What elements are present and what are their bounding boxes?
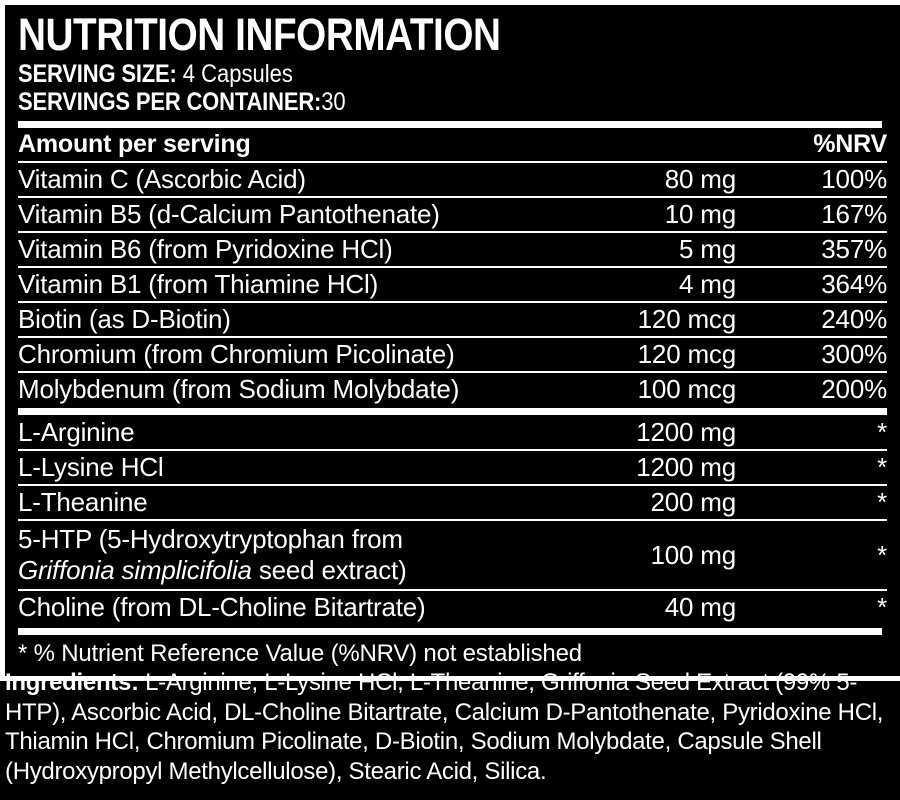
nutrient-name: Vitamin B1 (from Thiamine HCl) xyxy=(18,269,379,299)
nutrient-name: Choline (from DL-Choline Bitartrate) xyxy=(18,592,426,622)
table-row: L-Theanine 200 mg * xyxy=(18,486,887,519)
divider-under-header xyxy=(18,161,887,163)
nutrient-name: L-Theanine xyxy=(18,487,148,517)
table-row: Molybdenum (from Sodium Molybdate) 100 m… xyxy=(18,373,887,406)
serving-size-value: 4 Capsules xyxy=(182,60,293,88)
nutrient-nrv: 200% xyxy=(821,374,887,404)
ingredients-label: Ingredients: xyxy=(5,669,139,696)
table-row: Chromium (from Chromium Picolinate) 120 … xyxy=(18,338,887,371)
divider-thick-group xyxy=(18,406,887,416)
ingredients-section: Ingredients: L-Arginine, L-Lysine HCl, L… xyxy=(5,668,895,786)
nutrient-amount: 120 mcg xyxy=(637,304,737,334)
nutrient-amount: 1200 mg xyxy=(636,452,736,482)
nutrient-amount: 4 mg xyxy=(678,269,736,299)
nutrient-name: L-Lysine HCl xyxy=(18,452,164,482)
nutrient-name: Biotin (as D-Biotin) xyxy=(18,304,231,334)
table-row: 5-HTP (5-Hydroxytryptophan from Griffoni… xyxy=(18,521,887,589)
column-header-nrv: %NRV xyxy=(813,130,887,158)
servings-per-container-line: SERVINGS PER CONTAINER:30 xyxy=(18,88,778,116)
nutrition-table: Amount per serving %NRV Vitamin C (Ascor… xyxy=(18,128,887,624)
nutrient-name: Vitamin B6 (from Pyridoxine HCl) xyxy=(18,234,393,264)
row-divider xyxy=(18,301,887,303)
nutrient-nrv: * xyxy=(877,539,887,570)
serving-size-line: SERVING SIZE: 4 Capsules xyxy=(18,60,778,88)
servings-per-container-value: 30 xyxy=(321,88,346,116)
nutrient-amount: 120 mcg xyxy=(637,339,737,369)
nutrient-nrv: 300% xyxy=(821,339,887,369)
divider-thick-bottom xyxy=(18,628,882,635)
nutrient-name: Vitamin B5 (d-Calcium Pantothenate) xyxy=(18,199,440,229)
nutrient-nrv: 240% xyxy=(821,304,887,334)
nutrient-nrv: 357% xyxy=(821,234,887,264)
nutrient-amount: 100 mg xyxy=(650,539,736,570)
nutrient-name: L-Arginine xyxy=(18,417,135,447)
table-row: Biotin (as D-Biotin) 120 mcg 240% xyxy=(18,303,887,336)
nutrient-amount: 1200 mg xyxy=(636,417,736,447)
nutrient-name-prefix: 5-HTP (5-Hydroxytryptophan from xyxy=(18,524,403,554)
table-row: L-Lysine HCl 1200 mg * xyxy=(18,451,887,484)
row-divider xyxy=(18,231,887,233)
row-divider xyxy=(18,484,887,486)
column-header-amount-per-serving: Amount per serving xyxy=(18,130,251,158)
row-divider xyxy=(18,371,887,373)
nutrient-amount: 200 mg xyxy=(650,487,736,517)
ingredients-text: L-Arginine, L-Lysine HCl, L-Theanine, Gr… xyxy=(5,669,884,785)
row-divider xyxy=(18,519,887,521)
serving-size-label: SERVING SIZE: xyxy=(18,60,177,88)
nutrient-name-suffix: seed extract) xyxy=(251,555,407,585)
table-row: L-Arginine 1200 mg * xyxy=(18,416,887,449)
row-divider xyxy=(18,449,887,451)
nutrient-name-genus: Griffonia xyxy=(18,555,115,585)
nutrient-name: Chromium (from Chromium Picolinate) xyxy=(18,339,455,369)
nutrient-nrv: * xyxy=(877,487,887,517)
nutrient-amount: 80 mg xyxy=(664,164,736,194)
nutrient-name: Vitamin C (Ascorbic Acid) xyxy=(18,164,306,194)
row-divider xyxy=(18,196,887,198)
row-divider xyxy=(18,266,887,268)
row-divider xyxy=(18,589,887,591)
page-title: NUTRITION INFORMATION xyxy=(18,9,501,60)
nutrition-facts-panel: NUTRITION INFORMATION SERVING SIZE: 4 Ca… xyxy=(0,0,900,681)
servings-per-container-label: SERVINGS PER CONTAINER: xyxy=(18,88,322,116)
nutrient-amount: 10 mg xyxy=(664,199,736,229)
table-row: Choline (from DL-Choline Bitartrate) 40 … xyxy=(18,591,887,624)
table-row: Vitamin B6 (from Pyridoxine HCl) 5 mg 35… xyxy=(18,233,887,266)
table-row: Vitamin B5 (d-Calcium Pantothenate) 10 m… xyxy=(18,198,887,231)
table-header-row: Amount per serving %NRV xyxy=(18,128,887,161)
nutrient-nrv: 167% xyxy=(821,199,887,229)
table-row: Vitamin C (Ascorbic Acid) 80 mg 100% xyxy=(18,163,887,196)
nutrient-nrv: * xyxy=(877,452,887,482)
nrv-footnote: * % Nutrient Reference Value (%NRV) not … xyxy=(18,640,582,667)
nutrient-nrv: 364% xyxy=(821,269,887,299)
nutrient-nrv: 100% xyxy=(821,164,887,194)
nutrient-amount: 100 mcg xyxy=(637,374,737,404)
row-divider xyxy=(18,336,887,338)
nutrient-name-species: simplicifolia xyxy=(121,555,253,585)
nutrient-nrv: * xyxy=(877,592,887,622)
nutrient-name: Molybdenum (from Sodium Molybdate) xyxy=(18,374,460,404)
nutrient-nrv: * xyxy=(877,417,887,447)
nutrient-name: 5-HTP (5-Hydroxytryptophan from Griffoni… xyxy=(18,521,486,589)
nutrient-amount: 40 mg xyxy=(664,592,736,622)
table-row: Vitamin B1 (from Thiamine HCl) 4 mg 364% xyxy=(18,268,887,301)
divider-thick-top xyxy=(18,121,882,128)
nutrient-amount: 5 mg xyxy=(678,234,736,264)
